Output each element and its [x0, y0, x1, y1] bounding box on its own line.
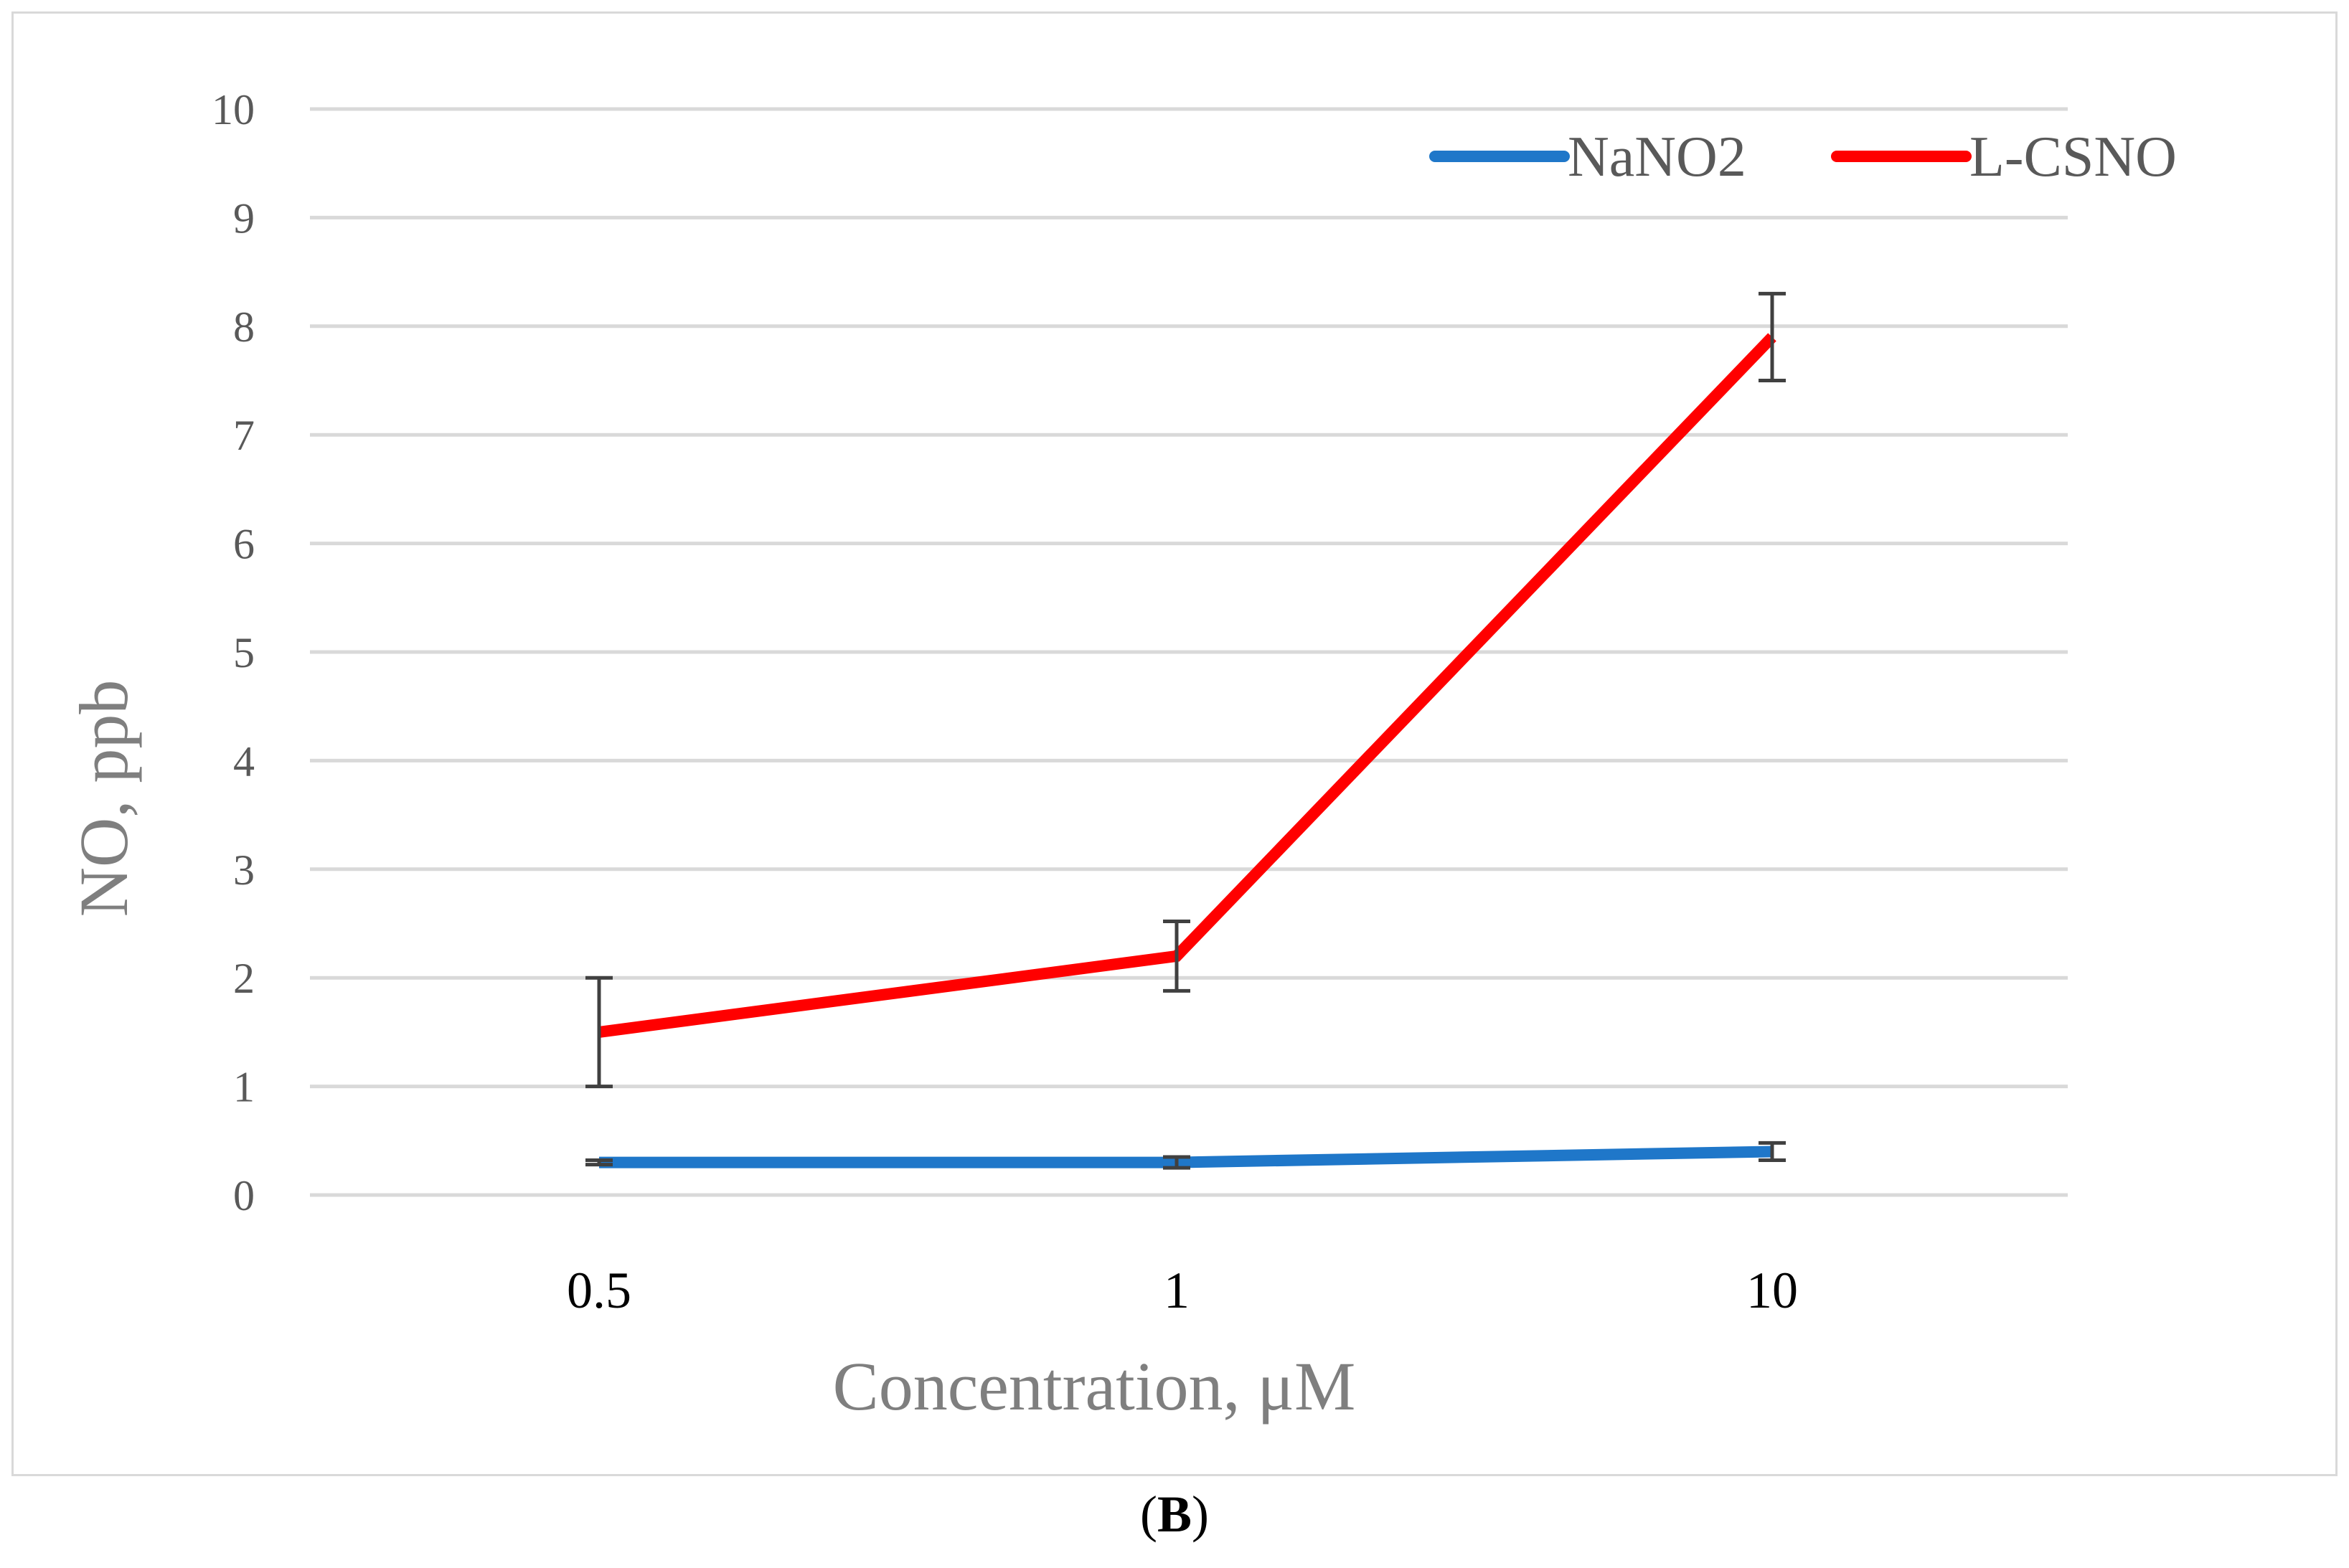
- panel-label-open: (: [1140, 1486, 1157, 1543]
- legend-label-nano2: NaNO2: [1568, 126, 1746, 189]
- y-tick-label: 2: [233, 955, 255, 1002]
- gridlines: [310, 107, 2068, 1197]
- y-tick-label: 7: [233, 412, 255, 459]
- error-bar: [1759, 291, 1786, 382]
- error-bars: [585, 291, 1786, 1170]
- panel-label-close: ): [1192, 1486, 1209, 1543]
- y-tick-label: 3: [233, 846, 255, 894]
- y-axis-title: NO, ppb: [65, 680, 142, 917]
- x-tick-labels: 0.5 1 10: [567, 1262, 1798, 1319]
- y-tick-label: 0: [233, 1172, 255, 1219]
- series-lines: [598, 333, 1776, 1168]
- panel-label-letter: B: [1157, 1486, 1192, 1543]
- y-tick-label: 6: [233, 521, 255, 568]
- error-bar: [585, 976, 613, 1089]
- y-tick-label: 5: [233, 629, 255, 676]
- x-axis-title: Concentration, μM: [833, 1348, 1356, 1425]
- y-tick-label: 4: [233, 737, 255, 785]
- chart-frame: [11, 11, 2338, 1476]
- legend: NaNO2 L-CSNO: [1429, 126, 2177, 189]
- error-bar: [1759, 1140, 1786, 1163]
- error-bar: [1163, 919, 1190, 993]
- x-tick-label: 10: [1746, 1262, 1798, 1319]
- y-tick-label: 10: [212, 86, 255, 133]
- panel-label: (B): [0, 1485, 2349, 1544]
- y-tick-labels: 0 1 2 3 4 5 6 7 8 9 10: [212, 86, 255, 1219]
- error-bar: [585, 1158, 613, 1167]
- y-tick-label: 1: [233, 1064, 255, 1111]
- error-bar: [1163, 1155, 1190, 1170]
- x-tick-label: 1: [1164, 1262, 1190, 1319]
- y-tick-label: 9: [233, 194, 255, 242]
- series-line-l-csno: [598, 333, 1776, 1038]
- x-tick-label: 0.5: [567, 1262, 631, 1319]
- legend-label-l-csno: L-CSNO: [1969, 126, 2177, 189]
- y-tick-label: 8: [233, 303, 255, 351]
